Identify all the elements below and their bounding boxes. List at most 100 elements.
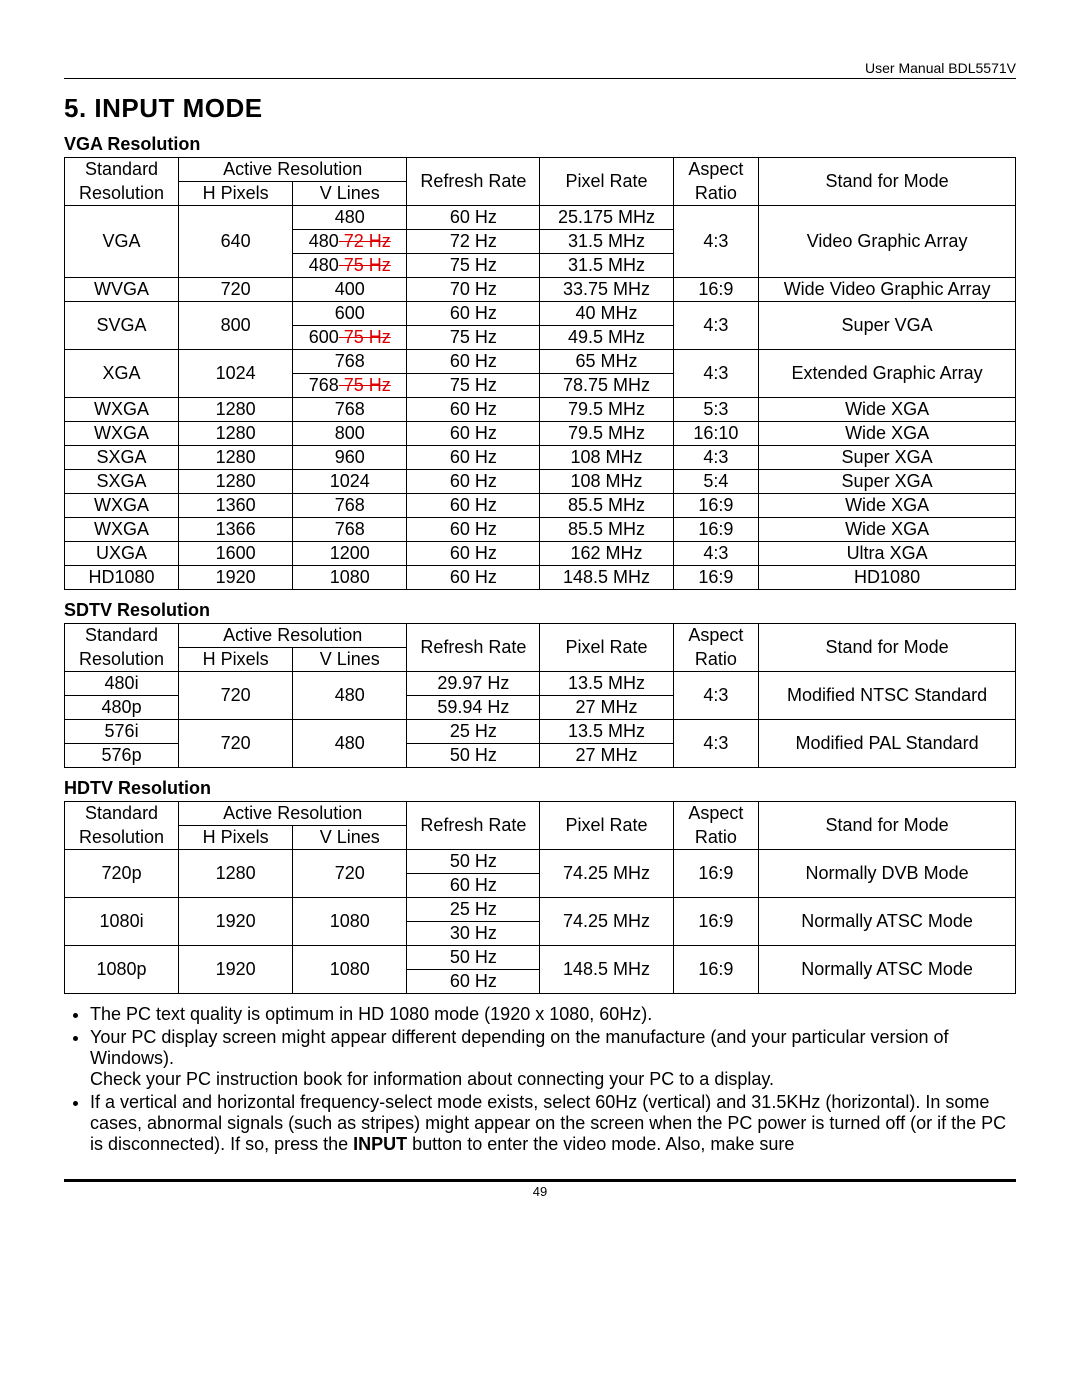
cell-rr: 30 Hz xyxy=(407,922,540,946)
cell-asp: 16:9 xyxy=(673,946,759,994)
cell-rr: 50 Hz xyxy=(407,744,540,768)
cell-rr: 29.97 Hz xyxy=(407,672,540,696)
cell-pr: 31.5 MHz xyxy=(540,254,673,278)
note-item: The PC text quality is optimum in HD 108… xyxy=(90,1004,1016,1025)
th-vlines: V Lines xyxy=(293,648,407,672)
th-active-res: Active Resolution xyxy=(179,158,407,182)
cell-vl: 600 xyxy=(293,302,407,326)
cell-asp: 5:4 xyxy=(673,470,759,494)
cell-hp: 1920 xyxy=(179,566,293,590)
cell-std: SXGA xyxy=(65,446,179,470)
cell-asp: 16:9 xyxy=(673,898,759,946)
cell-rr: 75 Hz xyxy=(407,254,540,278)
th-vlines: V Lines xyxy=(293,182,407,206)
cell-vl: 480 xyxy=(293,672,407,720)
cell-hp: 720 xyxy=(179,672,293,720)
cell-asp: 4:3 xyxy=(673,302,759,350)
cell-vl: 480 75 Hz xyxy=(293,254,407,278)
cell-rr: 60 Hz xyxy=(407,422,540,446)
table-row: XGA102476860 Hz65 MHz4:3Extended Graphic… xyxy=(65,350,1016,374)
th-active-res: Active Resolution xyxy=(179,624,407,648)
th-vlines: V Lines xyxy=(293,826,407,850)
section-heading-sdtv: SDTV Resolution xyxy=(64,600,1016,621)
th-aspect: Aspect xyxy=(673,158,759,182)
cell-rr: 60 Hz xyxy=(407,302,540,326)
table-row: WXGA128080060 Hz79.5 MHz16:10Wide XGA xyxy=(65,422,1016,446)
cell-asp: 4:3 xyxy=(673,446,759,470)
notes-list: The PC text quality is optimum in HD 108… xyxy=(64,1004,1016,1155)
cell-hp: 1280 xyxy=(179,850,293,898)
table-row: 576i72048025 Hz13.5 MHz4:3Modified PAL S… xyxy=(65,720,1016,744)
table-row: 480i72048029.97 Hz13.5 MHz4:3Modified NT… xyxy=(65,672,1016,696)
table-row: WXGA136076860 Hz85.5 MHz16:9Wide XGA xyxy=(65,494,1016,518)
table-row: SXGA1280102460 Hz108 MHz5:4Super XGA xyxy=(65,470,1016,494)
cell-rr: 59.94 Hz xyxy=(407,696,540,720)
th-std2: Resolution xyxy=(65,826,179,850)
cell-asp: 4:3 xyxy=(673,350,759,398)
cell-pr: 162 MHz xyxy=(540,542,673,566)
cell-pr: 148.5 MHz xyxy=(540,566,673,590)
cell-hp: 800 xyxy=(179,302,293,350)
cell-std: 1080p xyxy=(65,946,179,994)
cell-mode: Super VGA xyxy=(759,302,1016,350)
cell-rr: 60 Hz xyxy=(407,566,540,590)
cell-asp: 16:9 xyxy=(673,278,759,302)
cell-hp: 1280 xyxy=(179,398,293,422)
cell-std: 576i xyxy=(65,720,179,744)
cell-asp: 4:3 xyxy=(673,720,759,768)
cell-rr: 60 Hz xyxy=(407,874,540,898)
header-product: User Manual BDL5571V xyxy=(64,60,1016,76)
cell-asp: 16:10 xyxy=(673,422,759,446)
cell-hp: 1920 xyxy=(179,898,293,946)
table-row: UXGA1600120060 Hz162 MHz4:3Ultra XGA xyxy=(65,542,1016,566)
th-mode: Stand for Mode xyxy=(759,624,1016,672)
cell-asp: 4:3 xyxy=(673,672,759,720)
cell-vl: 1024 xyxy=(293,470,407,494)
cell-rr: 50 Hz xyxy=(407,850,540,874)
cell-mode: Super XGA xyxy=(759,470,1016,494)
vga-table: Standard Active Resolution Refresh Rate … xyxy=(64,157,1016,590)
cell-pr: 65 MHz xyxy=(540,350,673,374)
cell-pr: 49.5 MHz xyxy=(540,326,673,350)
th-aspect: Aspect xyxy=(673,802,759,826)
cell-asp: 16:9 xyxy=(673,518,759,542)
cell-std: UXGA xyxy=(65,542,179,566)
table-row: 1080i1920108025 Hz74.25 MHz16:9Normally … xyxy=(65,898,1016,922)
th-refresh: Refresh Rate xyxy=(407,158,540,206)
cell-vl: 480 xyxy=(293,720,407,768)
th-std2: Resolution xyxy=(65,182,179,206)
th-aspect2: Ratio xyxy=(673,826,759,850)
table-row: HD10801920108060 Hz148.5 MHz16:9HD1080 xyxy=(65,566,1016,590)
cell-std: WXGA xyxy=(65,518,179,542)
cell-pr: 79.5 MHz xyxy=(540,398,673,422)
cell-hp: 720 xyxy=(179,278,293,302)
section-heading-hdtv: HDTV Resolution xyxy=(64,778,1016,799)
cell-pr: 74.25 MHz xyxy=(540,850,673,898)
cell-std: 1080i xyxy=(65,898,179,946)
cell-rr: 75 Hz xyxy=(407,374,540,398)
th-pixel: Pixel Rate xyxy=(540,624,673,672)
cell-vl: 480 72 Hz xyxy=(293,230,407,254)
th-hpixels: H Pixels xyxy=(179,182,293,206)
cell-mode: Wide XGA xyxy=(759,422,1016,446)
cell-vl: 768 xyxy=(293,518,407,542)
cell-std: 576p xyxy=(65,744,179,768)
cell-std: WXGA xyxy=(65,494,179,518)
cell-rr: 25 Hz xyxy=(407,720,540,744)
cell-mode: Wide XGA xyxy=(759,398,1016,422)
th-std2: Resolution xyxy=(65,648,179,672)
cell-rr: 70 Hz xyxy=(407,278,540,302)
cell-vl: 1080 xyxy=(293,898,407,946)
th-aspect2: Ratio xyxy=(673,648,759,672)
cell-pr: 31.5 MHz xyxy=(540,230,673,254)
cell-pr: 27 MHz xyxy=(540,744,673,768)
cell-vl: 1080 xyxy=(293,566,407,590)
cell-std: WVGA xyxy=(65,278,179,302)
table-row: SVGA80060060 Hz40 MHz4:3Super VGA xyxy=(65,302,1016,326)
table-row: VGA64048060 Hz25.175 MHz4:3Video Graphic… xyxy=(65,206,1016,230)
th-hpixels: H Pixels xyxy=(179,826,293,850)
cell-std: 480i xyxy=(65,672,179,696)
th-refresh: Refresh Rate xyxy=(407,624,540,672)
cell-rr: 72 Hz xyxy=(407,230,540,254)
section-heading-vga: VGA Resolution xyxy=(64,134,1016,155)
